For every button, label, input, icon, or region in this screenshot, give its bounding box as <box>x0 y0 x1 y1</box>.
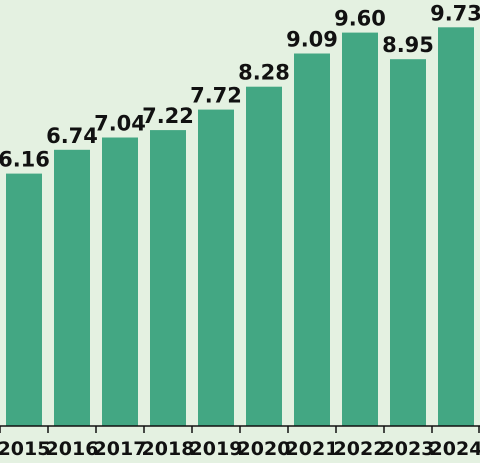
bar-2018 <box>150 130 186 426</box>
bar-2020 <box>246 86 282 426</box>
x-tick-label-2019: 2019 <box>190 438 243 460</box>
value-label-2018: 7.22 <box>142 104 194 128</box>
x-tick-label-2015: 2015 <box>0 438 50 460</box>
x-tick-label-2023: 2023 <box>382 438 435 460</box>
value-label-2024: 9.73 <box>430 1 480 25</box>
bar-2022 <box>342 32 378 426</box>
value-label-2021: 9.09 <box>286 28 338 52</box>
bar-2024 <box>438 27 474 427</box>
x-ticks-group <box>0 426 480 433</box>
bar-2021 <box>294 53 330 426</box>
x-tick-label-2022: 2022 <box>334 438 387 460</box>
value-label-2017: 7.04 <box>94 112 146 136</box>
bar-2019 <box>198 109 234 426</box>
bar-2017 <box>102 137 138 426</box>
x-tick-label-2024: 2024 <box>430 438 480 460</box>
value-label-2019: 7.72 <box>190 84 242 108</box>
value-labels-group: 6.166.747.047.227.728.28 9.099.608.95 9.73 <box>0 1 480 171</box>
value-label-2020: 8.28 <box>238 61 290 85</box>
x-tick-label-2016: 2016 <box>46 438 99 460</box>
x-tick-label-2017: 2017 <box>94 438 147 460</box>
bar-2016 <box>54 149 90 427</box>
value-label-2022: 9.60 <box>334 7 386 31</box>
bar-2015 <box>6 173 42 426</box>
x-tick-label-2018: 2018 <box>142 438 195 460</box>
x-tick-label-2021: 2021 <box>286 438 339 460</box>
value-label-2016: 6.74 <box>46 124 98 148</box>
bars-group <box>6 27 474 427</box>
value-label-2015: 6.16 <box>0 148 50 172</box>
bar-2023 <box>390 59 426 426</box>
value-label-2023: 8.95 <box>382 33 434 57</box>
x-tick-label-2020: 2020 <box>238 438 291 460</box>
